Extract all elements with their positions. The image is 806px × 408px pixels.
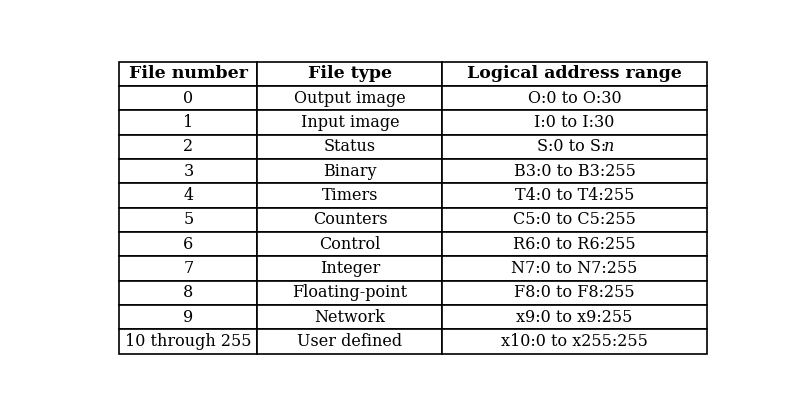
- Bar: [119, 281, 257, 305]
- Bar: [119, 232, 257, 256]
- Text: 2: 2: [184, 138, 193, 155]
- Text: I:0 to I:30: I:0 to I:30: [534, 114, 615, 131]
- Bar: [257, 183, 442, 208]
- Bar: [119, 62, 257, 86]
- Bar: [257, 159, 442, 183]
- Text: Network: Network: [314, 309, 385, 326]
- Bar: [119, 110, 257, 135]
- Bar: [119, 183, 257, 208]
- Bar: [442, 256, 707, 281]
- Text: 5: 5: [183, 211, 193, 228]
- Text: 8: 8: [183, 284, 193, 302]
- Text: Input image: Input image: [301, 114, 399, 131]
- Bar: [442, 305, 707, 329]
- Text: 7: 7: [183, 260, 193, 277]
- Text: 10 through 255: 10 through 255: [125, 333, 251, 350]
- Bar: [257, 256, 442, 281]
- Text: 6: 6: [183, 236, 193, 253]
- Bar: [442, 110, 707, 135]
- Text: Integer: Integer: [320, 260, 380, 277]
- Bar: [442, 135, 707, 159]
- Text: Counters: Counters: [313, 211, 387, 228]
- Text: 0: 0: [184, 89, 193, 106]
- Text: x9:0 to x9:255: x9:0 to x9:255: [517, 309, 633, 326]
- Text: 1: 1: [183, 114, 193, 131]
- Text: Control: Control: [319, 236, 380, 253]
- Bar: [119, 208, 257, 232]
- Text: User defined: User defined: [297, 333, 402, 350]
- Bar: [119, 305, 257, 329]
- Bar: [257, 110, 442, 135]
- Text: Floating-point: Floating-point: [293, 284, 408, 302]
- Bar: [442, 86, 707, 110]
- Text: File type: File type: [308, 65, 392, 82]
- Bar: [119, 159, 257, 183]
- Bar: [442, 183, 707, 208]
- Text: C5:0 to C5:255: C5:0 to C5:255: [513, 211, 636, 228]
- Text: O:0 to O:30: O:0 to O:30: [528, 89, 621, 106]
- Text: x10:0 to x255:255: x10:0 to x255:255: [501, 333, 648, 350]
- Bar: [257, 62, 442, 86]
- Text: 9: 9: [183, 309, 193, 326]
- Bar: [119, 256, 257, 281]
- Bar: [442, 329, 707, 354]
- Bar: [257, 305, 442, 329]
- Text: Binary: Binary: [323, 163, 376, 180]
- Bar: [442, 159, 707, 183]
- Bar: [257, 329, 442, 354]
- Bar: [257, 232, 442, 256]
- Text: R6:0 to R6:255: R6:0 to R6:255: [513, 236, 636, 253]
- Text: File number: File number: [129, 65, 248, 82]
- Bar: [442, 208, 707, 232]
- Text: Timers: Timers: [322, 187, 378, 204]
- Text: B3:0 to B3:255: B3:0 to B3:255: [513, 163, 635, 180]
- Bar: [119, 135, 257, 159]
- Bar: [257, 208, 442, 232]
- Text: Logical address range: Logical address range: [467, 65, 682, 82]
- Text: N7:0 to N7:255: N7:0 to N7:255: [511, 260, 638, 277]
- Text: Status: Status: [324, 138, 376, 155]
- Bar: [442, 62, 707, 86]
- Text: T4:0 to T4:255: T4:0 to T4:255: [515, 187, 634, 204]
- Text: 4: 4: [184, 187, 193, 204]
- Text: n: n: [604, 138, 614, 155]
- Text: F8:0 to F8:255: F8:0 to F8:255: [514, 284, 635, 302]
- Bar: [257, 135, 442, 159]
- Bar: [257, 281, 442, 305]
- Bar: [257, 86, 442, 110]
- Text: S:0 to S:: S:0 to S:: [538, 138, 607, 155]
- Text: 3: 3: [183, 163, 193, 180]
- Bar: [119, 329, 257, 354]
- Text: Output image: Output image: [294, 89, 406, 106]
- Bar: [442, 281, 707, 305]
- Bar: [442, 232, 707, 256]
- Bar: [119, 86, 257, 110]
